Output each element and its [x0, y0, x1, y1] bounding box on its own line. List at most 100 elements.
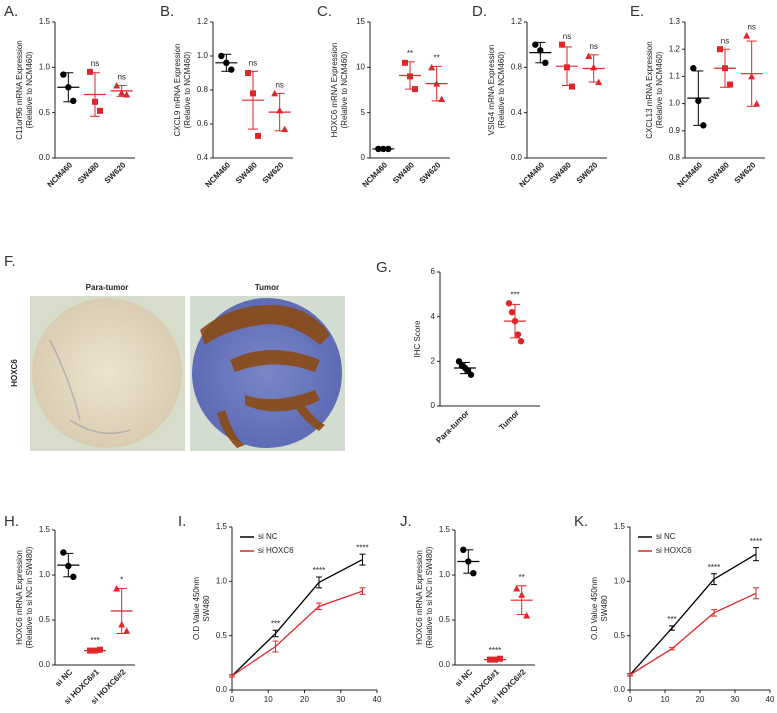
y-tick-label: 0	[361, 153, 366, 162]
significance: ns	[275, 81, 283, 90]
y-tick-label: 1.0	[669, 99, 681, 108]
legend-label: si NC	[258, 532, 278, 541]
y-tick-label: 1.0	[439, 570, 451, 579]
point	[218, 52, 225, 60]
row-label: HOXC6	[10, 359, 19, 387]
x-tick-label: 40	[766, 695, 775, 704]
significance: *	[120, 576, 123, 585]
significance: ***	[510, 290, 519, 299]
panel-letter: H.	[4, 513, 19, 530]
y-tick-label: 0.8	[197, 85, 209, 94]
y-tick-label: 1.2	[511, 17, 523, 26]
x-tick-label: 10	[264, 695, 273, 704]
point	[70, 97, 77, 105]
y-tick-label: 1.5	[216, 522, 228, 531]
point	[513, 585, 521, 592]
y-tick-label: 0.5	[614, 631, 626, 640]
y-tick-label: 0.9	[669, 126, 681, 135]
point	[255, 132, 261, 139]
significance: ****	[356, 543, 368, 552]
significance: ns	[91, 59, 99, 68]
y-axis-label: (Relative to si NC in SW480)	[25, 546, 34, 648]
x-tick-label: si NC	[53, 667, 74, 688]
tissue-images	[30, 296, 345, 451]
x-tick-label: NCM460	[46, 160, 75, 189]
y-tick-label: 0.8	[669, 153, 681, 162]
point	[228, 66, 235, 73]
x-tick-label: NCM460	[204, 160, 233, 189]
significance: ns	[249, 58, 257, 67]
significance: ***	[90, 636, 99, 645]
point	[428, 63, 436, 71]
y-tick-label: 2	[431, 356, 436, 365]
x-tick-label: NCM460	[361, 160, 390, 189]
point	[690, 65, 697, 72]
y-tick-label: 0.4	[197, 153, 209, 162]
x-tick-label: NCM460	[518, 160, 547, 189]
y-tick-label: 1.5	[39, 17, 51, 26]
point	[460, 546, 467, 553]
x-tick-label: SW620	[418, 160, 443, 185]
x-tick-label: SW620	[103, 160, 128, 185]
x-tick-label: Tumor	[497, 409, 521, 433]
panel-letter: A.	[4, 3, 18, 20]
y-tick-label: 1.5	[614, 522, 626, 531]
y-tick-label: 1.2	[669, 44, 681, 53]
legend-label: si HOXC6	[258, 546, 294, 555]
x-tick-label: SW620	[261, 160, 286, 185]
y-axis-label: HOXC6 mRNA Expression	[415, 550, 424, 645]
y-tick-label: 0.5	[39, 108, 51, 117]
y-axis-label: (Relative to NCM460)	[655, 51, 664, 128]
significance: ****	[750, 537, 762, 546]
y-axis-label: O.D Value 450nm	[192, 577, 201, 640]
x-tick-label: 20	[300, 695, 309, 704]
panel-letter: J.	[400, 513, 412, 530]
y-tick-label: 1.5	[39, 525, 51, 534]
y-tick-label: 1.3	[669, 17, 681, 26]
y-tick-label: 15	[356, 17, 365, 26]
y-axis-label: HOXC6 mRNA Expression	[330, 43, 339, 138]
point	[97, 646, 103, 653]
y-axis-label: SW480	[600, 595, 609, 622]
y-tick-label: 0.6	[197, 119, 209, 128]
y-tick-label: 0.0	[39, 660, 51, 669]
significance: ***	[271, 619, 280, 628]
x-tick-label: 10	[661, 695, 670, 704]
x-tick-label: 30	[731, 695, 740, 704]
point	[559, 41, 565, 48]
x-tick-label: SW480	[548, 160, 573, 185]
panel-letter: G.	[376, 259, 392, 276]
y-tick-label: 0.5	[216, 631, 228, 640]
y-tick-label: 1.0	[39, 570, 51, 579]
x-tick-label: SW480	[76, 160, 101, 185]
y-tick-label: 5	[361, 108, 366, 117]
significance: ns	[721, 36, 729, 45]
y-axis-label: O.D Value 450nm	[590, 577, 599, 640]
y-axis-label: (Relative to NCM460)	[340, 51, 349, 128]
point	[97, 107, 103, 114]
point	[60, 549, 67, 556]
x-tick-label: 40	[373, 695, 382, 704]
point	[532, 41, 539, 48]
significance: **	[407, 49, 413, 58]
point	[517, 338, 525, 345]
significance: ****	[313, 566, 325, 575]
point	[245, 70, 251, 76]
point	[753, 100, 761, 107]
significance: ****	[708, 563, 720, 572]
series-line	[231, 559, 363, 677]
point	[123, 627, 131, 634]
x-tick-label: SW480	[706, 160, 731, 185]
point	[727, 81, 733, 88]
point	[467, 371, 475, 378]
point	[514, 331, 522, 338]
point	[743, 32, 751, 39]
y-tick-label: 0.5	[439, 615, 451, 624]
x-tick-label: NCM460	[676, 160, 705, 189]
y-tick-label: 1.1	[669, 72, 681, 81]
y-axis-label: SW480	[202, 595, 211, 622]
series-line	[629, 592, 757, 676]
panel-letter: C.	[317, 3, 332, 20]
x-tick-label: 0	[628, 695, 633, 704]
y-tick-label: 1.0	[197, 51, 209, 60]
